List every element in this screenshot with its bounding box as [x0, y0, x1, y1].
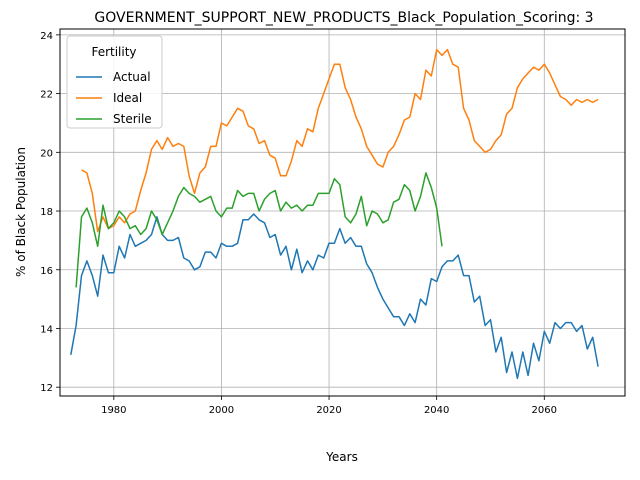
legend-title: Fertility	[91, 45, 136, 59]
y-tick-label: 22	[40, 90, 53, 101]
y-tick-label: 16	[40, 266, 53, 277]
chart-title: GOVERNMENT_SUPPORT_NEW_PRODUCTS_Black_Po…	[94, 10, 593, 26]
series-line-ideal	[81, 48, 599, 233]
legend-label-ideal: Ideal	[113, 91, 142, 105]
series-line-sterile	[75, 172, 443, 288]
x-tick-label: 2040	[424, 405, 449, 416]
x-tick-label: 2000	[209, 405, 234, 416]
x-tick-label: 2060	[532, 405, 557, 416]
x-tick-label: 1980	[101, 405, 126, 416]
y-tick-label: 12	[40, 383, 53, 394]
series-lines	[70, 48, 599, 380]
legend: Fertility Actual Ideal Sterile	[66, 35, 163, 129]
legend-box	[66, 35, 163, 129]
legend-entries: Actual Ideal Sterile	[76, 70, 152, 126]
y-tick-label: 18	[40, 207, 53, 218]
y-tick-label: 24	[40, 31, 53, 42]
grid	[60, 29, 625, 396]
y-tick-label: 20	[40, 148, 53, 159]
plot-area-frame	[59, 28, 626, 397]
legend-label-actual: Actual	[113, 70, 151, 84]
legend-label-sterile: Sterile	[113, 112, 152, 126]
x-axis-label: Years	[325, 450, 358, 464]
y-axis-label: % of Black Population	[14, 147, 28, 277]
axis-ticks: 1980 2000 2020 2040 2060 12 14 16 18 20 22 24	[40, 31, 557, 416]
y-tick-label: 14	[40, 324, 53, 335]
x-tick-label: 2020	[316, 405, 341, 416]
